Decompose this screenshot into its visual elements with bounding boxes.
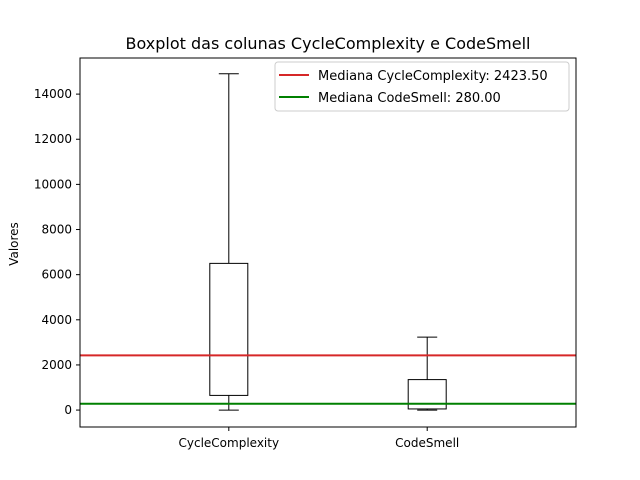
y-tick-label: 12000: [34, 132, 72, 146]
legend-box: [274, 61, 570, 112]
legend-label-codesmell: Mediana CodeSmell: 280.00: [318, 91, 501, 106]
plot-frame: [79, 57, 577, 428]
y-tick-label: 2000: [41, 358, 72, 372]
y-tick-label: 4000: [41, 313, 72, 327]
y-tick-label: 0: [64, 403, 72, 417]
legend: Mediana CycleComplexity: 2423.50 Mediana…: [274, 61, 570, 112]
y-tick-label: 14000: [34, 87, 72, 101]
box-codesmell: [407, 379, 447, 410]
legend-label-cyclecomplexity: Mediana CycleComplexity: 2423.50: [318, 69, 548, 84]
y-tick-label: 8000: [41, 223, 72, 237]
y-axis-label: Valores: [7, 222, 21, 266]
plot-area: 0 2000 4000 6000 8000 10000 12000 14000 CycleCom…: [34, 57, 577, 450]
box-cyclecomplexity: [209, 262, 249, 396]
y-tick-label: 10000: [34, 177, 72, 191]
x-tick-label-cyclecomplexity: CycleComplexity: [179, 436, 280, 450]
y-tick-label: 6000: [41, 268, 72, 282]
chart-title: Boxplot das colunas CycleComplexity e Co…: [126, 34, 531, 53]
x-tick-label-codesmell: CodeSmell: [395, 436, 459, 450]
